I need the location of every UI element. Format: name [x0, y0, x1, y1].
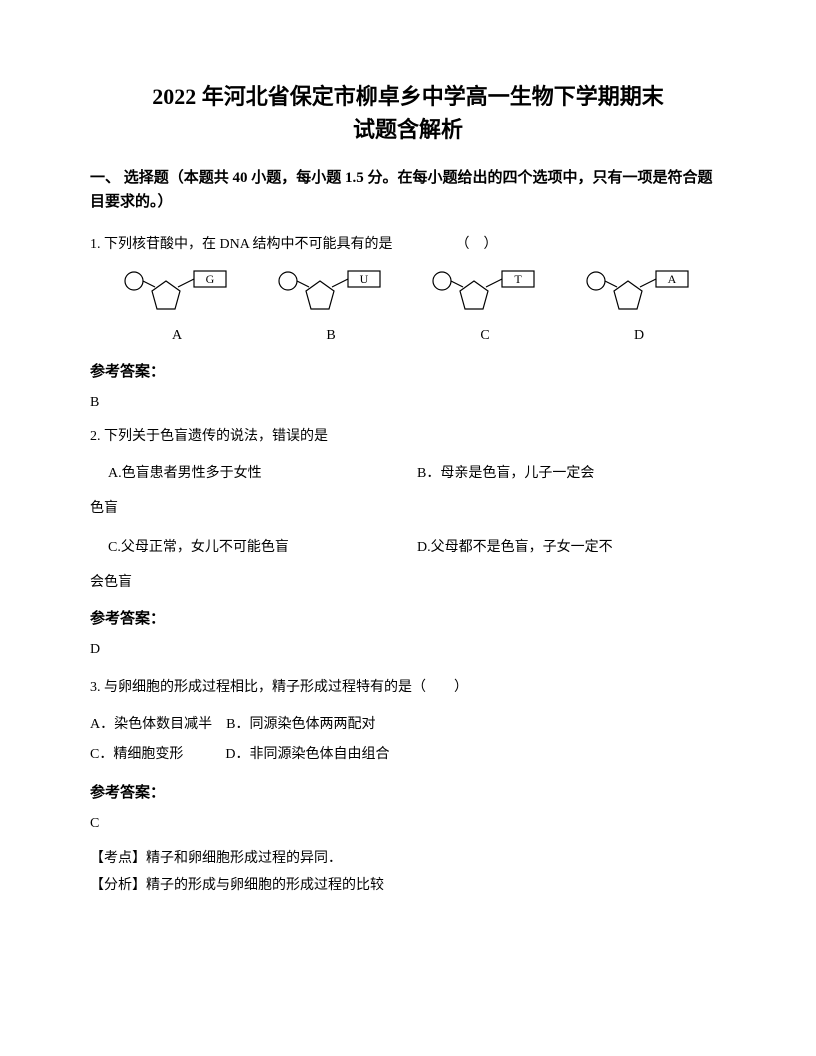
nucleotide-item: TC [430, 267, 540, 348]
nucleotide-icon: A [584, 267, 694, 317]
q2-optD: D.父母都不是色盲，子女一定不 [417, 533, 726, 564]
nucleotide-label: C [480, 323, 489, 348]
nucleotide-item: AD [584, 267, 694, 348]
nucleotide-label: D [634, 323, 644, 348]
q3-answer: C [90, 816, 726, 832]
section-header: 一、 选择题（本题共 40 小题，每小题 1.5 分。在每小题给出的四个选项中，… [90, 166, 726, 214]
q2-optC: C.父母正常，女儿不可能色盲 [90, 533, 417, 564]
q2-options-row2: C.父母正常，女儿不可能色盲 D.父母都不是色盲，子女一定不 [90, 533, 726, 564]
q2-optA: A.色盲患者男性多于女性 [90, 459, 417, 490]
q3-optAB: A．染色体数目减半 B．同源染色体两两配对 [90, 710, 726, 741]
q2-answer: D [90, 642, 726, 658]
svg-text:T: T [514, 272, 522, 286]
nucleotide-icon: G [122, 267, 232, 317]
nucleotide-label: B [326, 323, 335, 348]
q3-analysis-1: 【考点】精子和卵细胞形成过程的异同． [90, 846, 726, 873]
nucleotide-label: A [172, 323, 182, 348]
q3-analysis-2: 【分析】精子的形成与卵细胞的形成过程的比较 [90, 873, 726, 900]
q1-nucleotide-diagram: GAUBTCAD [90, 267, 726, 348]
q2-optD-cont: 会色盲 [90, 568, 726, 599]
q2-answer-label: 参考答案： [90, 607, 726, 628]
q2-optB: B．母亲是色盲，儿子一定会 [417, 459, 726, 490]
title-line-2: 试题含解析 [90, 113, 726, 146]
svg-text:A: A [668, 272, 677, 286]
svg-text:G: G [206, 272, 215, 286]
nucleotide-item: GA [122, 267, 232, 348]
q2-options-row1: A.色盲患者男性多于女性 B．母亲是色盲，儿子一定会 [90, 459, 726, 490]
title-line-1: 2022 年河北省保定市柳卓乡中学高一生物下学期期末 [90, 80, 726, 113]
nucleotide-icon: U [276, 267, 386, 317]
q1-answer: B [90, 395, 726, 411]
q1-answer-label: 参考答案： [90, 360, 726, 381]
q2-text: 2. 下列关于色盲遗传的说法，错误的是 [90, 425, 726, 445]
q3-text: 3. 与卵细胞的形成过程相比，精子形成过程特有的是（ ） [90, 676, 726, 696]
q3-optCD: C．精细胞变形 D．非同源染色体自由组合 [90, 740, 726, 771]
svg-text:U: U [360, 272, 369, 286]
q2-optB-cont: 色盲 [90, 494, 726, 525]
nucleotide-icon: T [430, 267, 540, 317]
q3-answer-label: 参考答案： [90, 781, 726, 802]
exam-title: 2022 年河北省保定市柳卓乡中学高一生物下学期期末 试题含解析 [90, 80, 726, 146]
nucleotide-item: UB [276, 267, 386, 348]
question-1: 1. 下列核苷酸中，在 DNA 结构中不可能具有的是 （ ） GAUBTCAD [90, 232, 726, 348]
q1-text: 1. 下列核苷酸中，在 DNA 结构中不可能具有的是 （ ） [90, 232, 726, 257]
